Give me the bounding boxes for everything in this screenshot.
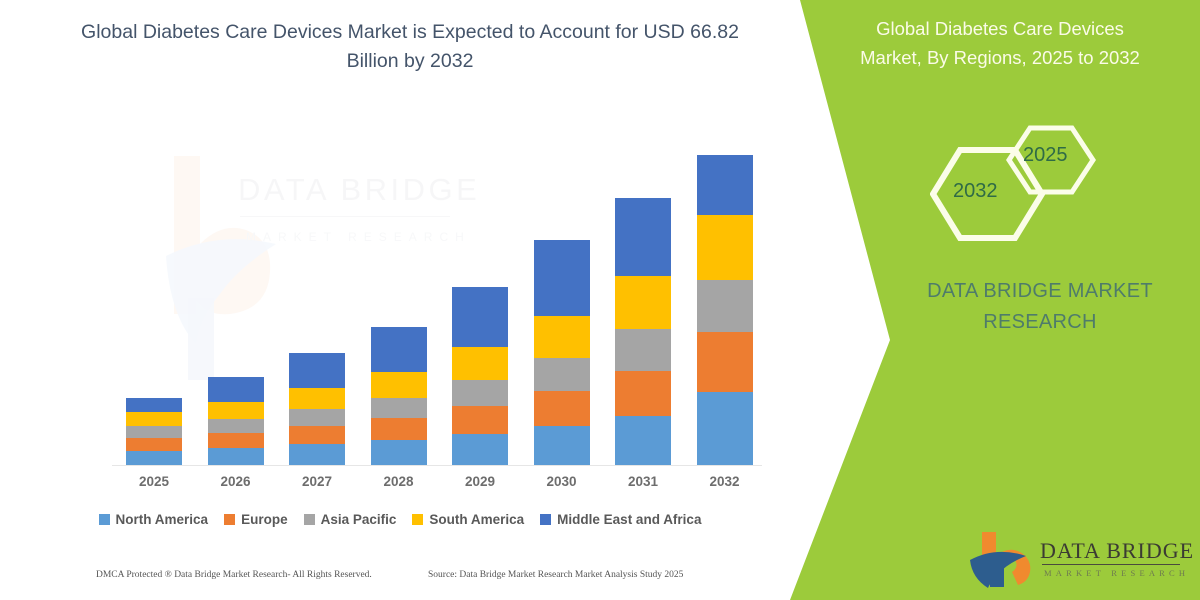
panel-title-line1: Global Diabetes Care Devices xyxy=(876,18,1124,39)
bar-column-2031[interactable] xyxy=(615,198,671,465)
legend-label: North America xyxy=(115,512,209,527)
legend-item-4[interactable]: Middle East and Africa xyxy=(540,512,701,527)
x-axis-label-2029: 2029 xyxy=(464,474,496,489)
legend-swatch-icon xyxy=(412,514,424,525)
x-axis-label-2030: 2030 xyxy=(546,474,577,489)
chart-title: Global Diabetes Care Devices Market is E… xyxy=(81,21,739,72)
panel-brand-line1: DATA BRIDGE MARKET xyxy=(927,280,1153,302)
bar-column-2029[interactable] xyxy=(452,287,508,465)
x-axis-line xyxy=(112,465,762,466)
logo-subtitle: MARKET RESEARCH xyxy=(1044,568,1190,578)
legend-swatch-icon xyxy=(303,514,315,525)
bar-segment[interactable] xyxy=(452,380,508,406)
bar-segment[interactable] xyxy=(126,451,182,465)
bar-segment[interactable] xyxy=(533,426,590,465)
bar-segment[interactable] xyxy=(370,327,427,372)
bar-segment[interactable] xyxy=(452,434,508,465)
bar-segment[interactable] xyxy=(696,155,753,215)
bar-segment[interactable] xyxy=(207,402,264,419)
legend-swatch-icon xyxy=(98,514,110,525)
bar-column-2030[interactable] xyxy=(533,240,590,465)
legend-swatch-icon xyxy=(224,514,236,525)
bar-segment[interactable] xyxy=(696,215,753,280)
bar-chart-plot: 2025 2026 2027 2028 2029 2030 2031 2032 xyxy=(112,155,762,489)
legend-label: Europe xyxy=(241,512,288,527)
bar-segment[interactable] xyxy=(207,419,264,433)
bar-column-2032[interactable] xyxy=(696,155,753,465)
chart-legend: North America Europe Asia Pacific South Ame… xyxy=(0,512,800,527)
bar-segment[interactable] xyxy=(126,438,182,451)
bar-segment[interactable] xyxy=(615,371,671,416)
bar-segment[interactable] xyxy=(289,353,345,388)
footer-source: Source: Data Bridge Market Research Mark… xyxy=(428,570,684,580)
bar-column-2025[interactable] xyxy=(126,398,182,465)
bar-segment[interactable] xyxy=(370,440,427,465)
x-axis-label-2028: 2028 xyxy=(383,474,414,489)
bridge-logo-icon xyxy=(970,532,1031,588)
legend-label: Asia Pacific xyxy=(320,512,397,527)
bar-segment[interactable] xyxy=(207,433,264,448)
bar-segment[interactable] xyxy=(126,412,182,426)
bar-segment[interactable] xyxy=(533,391,590,426)
hexagon-outlines-icon xyxy=(929,125,1096,241)
bar-segment[interactable] xyxy=(370,372,427,398)
bar-segment[interactable] xyxy=(615,329,671,371)
panel-brand-line2: RESEARCH xyxy=(983,311,1097,333)
bar-segment[interactable] xyxy=(289,388,345,409)
bar-column-2028[interactable] xyxy=(370,327,427,465)
bar-segment[interactable] xyxy=(615,416,671,465)
bar-segment[interactable] xyxy=(126,426,182,438)
panel-title-line2: Market, By Regions, 2025 to 2032 xyxy=(860,47,1140,68)
bar-segment[interactable] xyxy=(533,316,590,358)
legend-item-3[interactable]: South America xyxy=(412,512,524,527)
bar-segment[interactable] xyxy=(126,398,182,412)
bar-column-2027[interactable] xyxy=(289,353,345,465)
bar-segment[interactable] xyxy=(289,444,345,465)
bar-segment[interactable] xyxy=(289,409,345,426)
bar-segment[interactable] xyxy=(533,358,590,391)
bar-segment[interactable] xyxy=(615,276,671,329)
x-axis-label-2027: 2027 xyxy=(301,474,333,489)
legend-label: Middle East and Africa xyxy=(557,512,702,527)
bar-segment[interactable] xyxy=(696,392,753,465)
hex-label-2025: 2025 xyxy=(1023,144,1068,166)
bar-segment[interactable] xyxy=(696,280,753,332)
hex-label-2032: 2032 xyxy=(953,180,998,202)
panel-title: Global Diabetes Care Devices Market, By … xyxy=(820,14,1180,72)
x-axis-label-2031: 2031 xyxy=(627,474,659,489)
bar-segment[interactable] xyxy=(452,406,508,434)
bar-segment[interactable] xyxy=(615,198,671,276)
bar-column-2026[interactable] xyxy=(207,377,264,465)
footer-copyright: DMCA Protected ® Data Bridge Market Rese… xyxy=(96,570,372,580)
bar-segment[interactable] xyxy=(370,398,427,418)
legend-item-1[interactable]: Europe xyxy=(224,512,288,527)
bar-segment[interactable] xyxy=(370,418,427,440)
panel-brand-text: DATA BRIDGE MARKET RESEARCH xyxy=(880,276,1200,338)
logo-title: DATA BRIDGE xyxy=(1040,538,1195,563)
legend-label: South America xyxy=(429,512,525,527)
legend-swatch-icon xyxy=(540,514,552,525)
bar-segment[interactable] xyxy=(452,347,508,380)
hexagon-years: 2025 2032 xyxy=(929,108,1200,248)
logo-rule xyxy=(1042,564,1180,565)
bar-segment[interactable] xyxy=(289,426,345,444)
bar-segment[interactable] xyxy=(207,377,264,402)
x-axis-label-2032: 2032 xyxy=(709,474,740,489)
bar-segment[interactable] xyxy=(452,287,508,347)
x-axis-label-2026: 2026 xyxy=(220,474,251,489)
bar-segment[interactable] xyxy=(207,448,264,465)
legend-item-2[interactable]: Asia Pacific xyxy=(303,512,397,527)
bar-segment[interactable] xyxy=(696,332,753,392)
bar-segment[interactable] xyxy=(533,240,590,316)
legend-item-0[interactable]: North America xyxy=(98,512,209,527)
chart-panel: Global Diabetes Care Devices Market is E… xyxy=(0,21,800,580)
x-axis-label-2025: 2025 xyxy=(138,474,170,489)
data-bridge-logo: DATA BRIDGE MARKET RESEARCH xyxy=(968,530,1193,592)
